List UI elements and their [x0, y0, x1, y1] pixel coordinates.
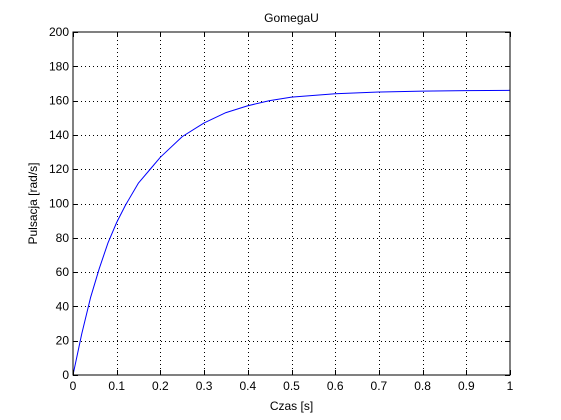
- y-tick-label: 140: [49, 128, 69, 142]
- y-tick-labels: 0 20 40 60 80 100 120 140 160 180 200: [49, 25, 69, 382]
- y-tick-label: 60: [56, 265, 70, 279]
- plot-background: [73, 32, 510, 375]
- x-tick-labels: 0 0.1 0.2 0.3 0.4 0.5 0.6 0.7 0.8 0.9 1: [70, 379, 514, 393]
- y-tick-label: 80: [56, 231, 70, 245]
- y-tick-label: 160: [49, 94, 69, 108]
- x-tick-label: 0.5: [283, 379, 300, 393]
- grid: [73, 32, 510, 375]
- x-tick-label: 0.6: [327, 379, 344, 393]
- x-axis-label: Czas [s]: [270, 399, 313, 413]
- x-tick-label: 0.8: [414, 379, 431, 393]
- x-tick-label: 0.7: [371, 379, 388, 393]
- x-tick-label: 0.4: [239, 379, 256, 393]
- y-tick-label: 40: [56, 299, 70, 313]
- x-tick-label: 0.1: [108, 379, 125, 393]
- x-tick-label: 0.2: [152, 379, 169, 393]
- x-tick-label: 0.3: [196, 379, 213, 393]
- series-line: [72, 89, 511, 376]
- y-tick-label: 180: [49, 59, 69, 73]
- y-tick-label: 0: [62, 368, 69, 382]
- x-tick-label: 1: [507, 379, 514, 393]
- x-tick-label: 0.9: [458, 379, 475, 393]
- y-tick-label: 200: [49, 25, 69, 39]
- y-tick-label: 120: [49, 162, 69, 176]
- y-tick-label: 20: [56, 334, 70, 348]
- y-tick-label: 100: [49, 197, 69, 211]
- chart-title: GomegaU: [264, 11, 319, 25]
- y-axis-label: Pulsacja [rad/s]: [26, 162, 40, 244]
- series-layer: [72, 89, 511, 376]
- ticks: [73, 32, 511, 376]
- plot-frame: [72, 31, 511, 376]
- x-tick-label: 0: [70, 379, 77, 393]
